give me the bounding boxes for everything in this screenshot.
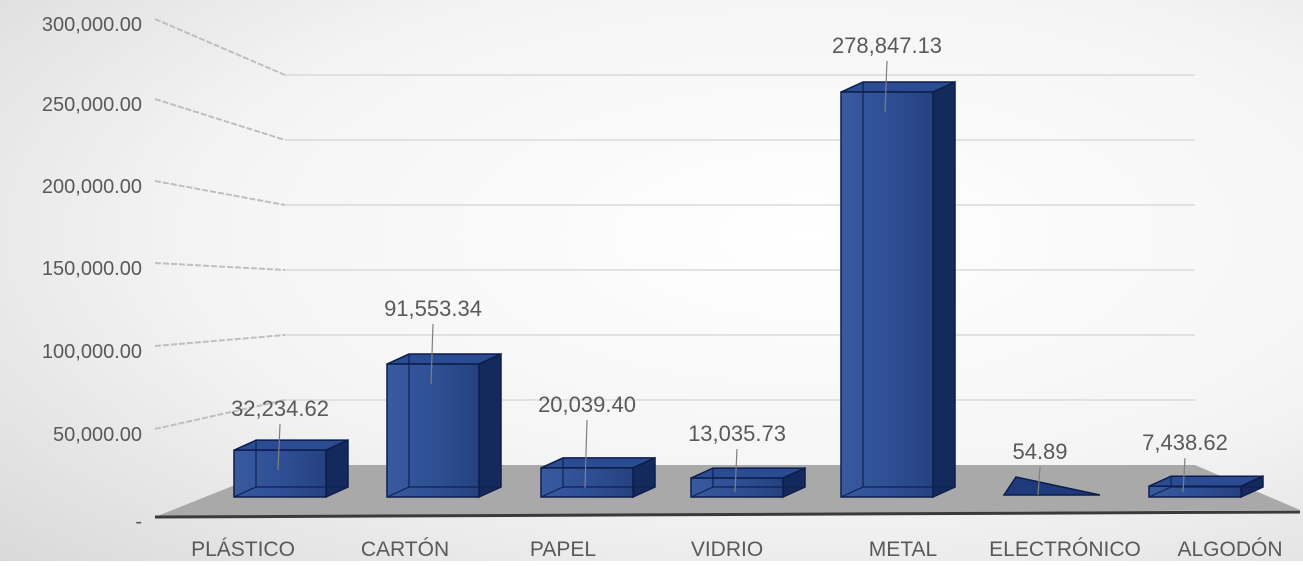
data-label-papel: 20,039.40 [538, 392, 636, 417]
data-label-leader [884, 60, 888, 113]
bar-electronico [1002, 476, 1101, 496]
x-tick-label-metal: METAL [869, 538, 937, 561]
x-tick-label-electronico: ELECTRÓNICO [989, 538, 1141, 561]
gridline-side [154, 18, 286, 76]
data-label-leader [430, 323, 434, 385]
data-label-algodon: 7,438.62 [1142, 430, 1228, 455]
bar-inner-edge [1148, 486, 1172, 498]
bar-side-face [325, 439, 349, 499]
x-tick-label-algodon: ALGODÓN [1177, 538, 1282, 561]
data-labels: 32,234.62 91,553.34 20,039.40 13,035.73 278,… [231, 33, 1228, 496]
bar-inner-edge [386, 486, 410, 498]
data-label-electronico: 54.89 [1012, 439, 1067, 464]
data-label-vidrio: 13,035.73 [688, 421, 786, 446]
bar-front-face [1148, 485, 1242, 498]
data-label-carton: 91,553.34 [384, 296, 482, 321]
bar-front-face [233, 449, 327, 498]
bar-front-face [386, 363, 480, 498]
bar-inner-edge [233, 486, 257, 498]
x-axis-tick-labels: PLÁSTICO CARTÓN PAPEL VIDRIO METAL ELECTRÓNIC… [191, 538, 1282, 561]
x-axis-line [154, 510, 1301, 519]
bar-vidrio [690, 466, 806, 499]
gridline-side [154, 334, 286, 347]
y-tick-label: - [135, 511, 142, 533]
bar-inner-edge [840, 486, 864, 498]
bar-algodon [1148, 475, 1264, 499]
data-label-leader [734, 448, 738, 493]
x-tick-label-papel: PAPEL [530, 538, 596, 561]
gridline-side [154, 262, 286, 271]
bar-side-face [932, 80, 956, 499]
data-label-plastico: 32,234.62 [231, 396, 329, 421]
bar-papel [540, 456, 656, 499]
x-tick-label-plastico: PLÁSTICO [191, 538, 295, 561]
y-axis-tick-labels: - 50,000.00 100,000.00 150,000.00 200,000.00… [42, 14, 142, 533]
bar-front-face [540, 467, 634, 498]
bar-side-face [478, 352, 502, 499]
bar-inner-edge [540, 486, 564, 498]
data-label-leader [1182, 457, 1186, 493]
y-tick-label: 300,000.00 [42, 14, 142, 36]
bars [233, 80, 1264, 499]
bar-carton [386, 352, 502, 499]
x-tick-label-carton: CARTÓN [361, 538, 449, 561]
data-label-leader [1037, 466, 1041, 496]
gridline-side [154, 180, 286, 206]
bar-metal [840, 80, 956, 499]
bar-slab [1002, 476, 1101, 496]
y-tick-label: 250,000.00 [42, 94, 142, 116]
gridline-side [154, 399, 286, 430]
data-label-leader [277, 423, 281, 471]
y-tick-label: 50,000.00 [53, 424, 142, 446]
gridline-side [154, 98, 286, 141]
y-tick-label: 150,000.00 [42, 258, 142, 280]
bar-front-face [840, 91, 934, 498]
y-tick-label: 100,000.00 [42, 341, 142, 363]
y-tick-label: 200,000.00 [42, 176, 142, 198]
x-tick-label-vidrio: VIDRIO [691, 538, 763, 561]
bar-plastico [233, 439, 349, 499]
data-label-metal: 278,847.13 [832, 33, 942, 58]
data-label-leader [584, 419, 588, 488]
bar-inner-edge [690, 486, 714, 498]
